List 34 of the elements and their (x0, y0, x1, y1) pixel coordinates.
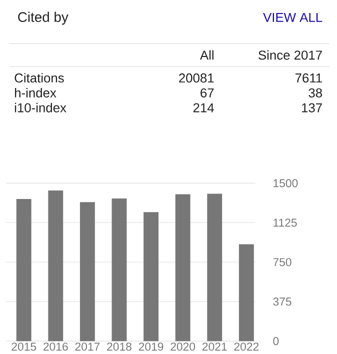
bar (176, 194, 190, 342)
bar (48, 190, 64, 342)
text: 38 (308, 88, 322, 98)
text: 137 (302, 103, 322, 112)
bar (16, 198, 32, 342)
text: 7611 (296, 73, 322, 83)
x-tick-label: 2020 (170, 342, 196, 351)
text: 20081 (179, 73, 214, 83)
bar (239, 244, 254, 342)
x-tick-label: 2018 (107, 342, 132, 351)
x-tick-label: 2021 (202, 342, 227, 351)
bar (207, 194, 222, 342)
y-tick-label: 0 (273, 337, 279, 346)
y-tick-label: 1125 (274, 218, 297, 227)
x-tick-label: 2016 (44, 342, 68, 351)
bar (144, 212, 159, 342)
y-tick-label: 750 (273, 258, 292, 266)
x-tick-label: 2017 (75, 342, 100, 351)
text: All (200, 50, 214, 60)
text: h-index (15, 88, 56, 98)
text: i10-index (15, 102, 67, 112)
x-tick-label: 2019 (139, 342, 164, 351)
bar (112, 198, 127, 342)
y-tick-label: 1500 (274, 179, 298, 188)
text: 67 (200, 88, 214, 98)
chart-title: Cited by (18, 12, 69, 25)
y-tick-label: 375 (273, 298, 292, 306)
text: Citations (14, 73, 64, 83)
x-tick-label: 2022 (234, 342, 259, 351)
text: Since 2017 (258, 50, 322, 60)
bar (80, 202, 96, 342)
text: 214 (194, 103, 214, 112)
text: VIEW ALL (263, 12, 322, 22)
x-tick-label: 2015 (12, 342, 36, 351)
